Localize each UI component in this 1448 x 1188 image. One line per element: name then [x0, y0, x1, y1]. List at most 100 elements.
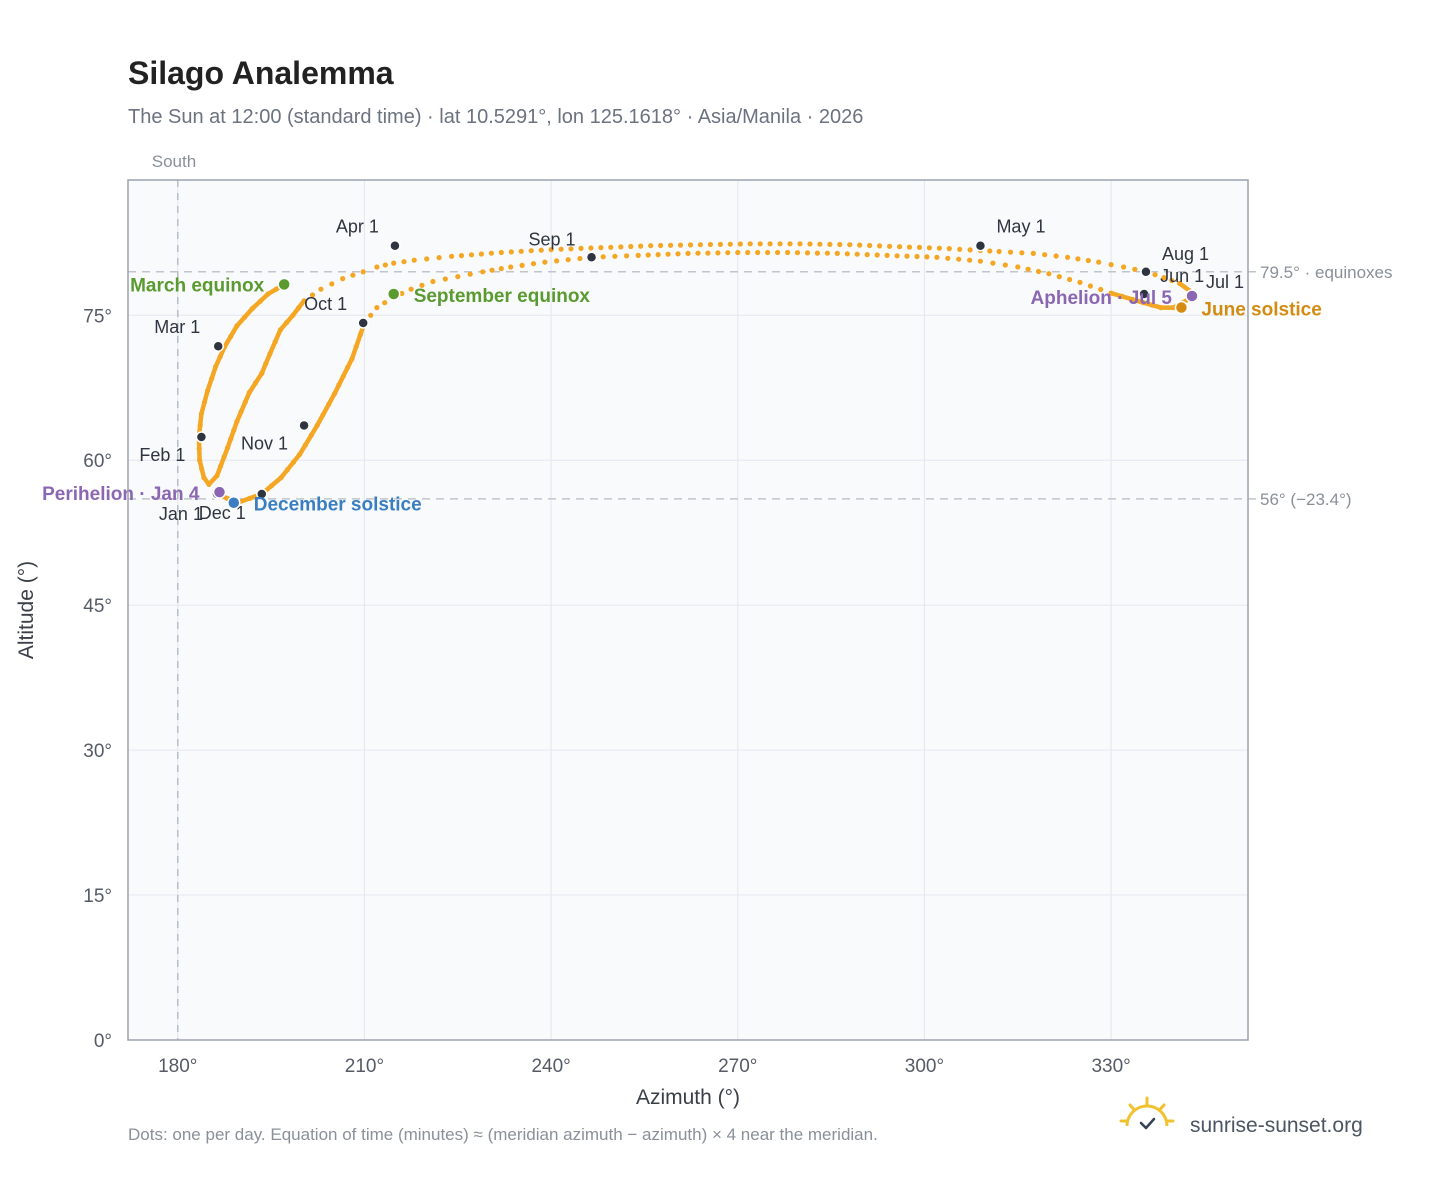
daily-dot: [1042, 252, 1048, 258]
daily-dot: [411, 257, 417, 263]
daily-dot: [197, 457, 203, 463]
daily-dot: [199, 466, 205, 472]
daily-dot: [977, 258, 984, 264]
daily-dot: [214, 473, 220, 479]
month-marker: [212, 340, 224, 352]
daily-dot: [990, 260, 996, 266]
daily-dot: [945, 255, 951, 261]
daily-dot: [498, 249, 504, 256]
y-tick-label: 75°: [83, 306, 112, 327]
daily-dot: [326, 401, 332, 407]
event-markers: March equinox September equinox June solst…: [42, 275, 1322, 515]
daily-dot: [1152, 272, 1158, 278]
daily-dot: [263, 361, 269, 367]
daily-dot: [301, 298, 307, 304]
daily-dot: [408, 286, 414, 292]
plot-background: [128, 180, 1248, 1040]
daily-dot: [489, 267, 495, 273]
daily-dot: [1161, 275, 1167, 281]
daily-dot: [391, 260, 397, 266]
daily-dot: [350, 272, 356, 278]
daily-dot: [648, 243, 654, 249]
daily-dot: [498, 266, 504, 272]
reference-lines: South 79.5° · equinoxes 56° (−23.4°): [128, 152, 1393, 1040]
daily-dot: [242, 399, 248, 405]
daily-dot: [308, 432, 314, 438]
daily-dot: [1085, 257, 1091, 264]
daily-dot: [249, 305, 255, 312]
daily-dots: [196, 241, 1195, 506]
daily-dot: [318, 286, 324, 292]
daily-dot: [419, 282, 425, 288]
daily-dot: [707, 241, 714, 248]
daily-dot: [234, 323, 240, 329]
daily-dot: [205, 388, 211, 394]
daily-dot: [206, 481, 212, 487]
month-label: Jun 1: [1160, 266, 1204, 286]
daily-dot: [518, 248, 524, 254]
daily-dot: [926, 245, 933, 251]
daily-dot: [817, 241, 823, 247]
daily-dot: [565, 257, 571, 263]
month-label: Jan 1: [159, 504, 203, 524]
daily-dot: [1075, 256, 1081, 262]
daily-dot: [538, 247, 544, 253]
daily-dot: [877, 243, 883, 249]
daily-dot: [767, 241, 773, 247]
event-label: Aphelion · Jul 5: [1031, 288, 1173, 309]
daily-dot: [638, 243, 644, 249]
daily-dot: [787, 241, 793, 247]
daily-dot: [382, 262, 388, 268]
daily-dot: [715, 250, 721, 256]
event-label: June solstice: [1201, 300, 1321, 321]
daily-dot: [936, 245, 943, 251]
daily-dot: [201, 475, 207, 481]
daily-dot: [508, 249, 514, 255]
month-label: Oct 1: [304, 294, 347, 314]
daily-dot: [612, 253, 618, 259]
daily-dot: [449, 253, 455, 259]
daily-dot: [1056, 274, 1062, 280]
daily-dot: [467, 271, 473, 277]
daily-dot: [302, 442, 309, 448]
daily-dot: [357, 332, 363, 338]
chart-title: Silago Analemma: [128, 55, 394, 91]
month-marker: [256, 488, 268, 500]
daily-dot: [675, 251, 681, 257]
daily-dot: [265, 291, 271, 297]
daily-dot: [628, 243, 634, 250]
month-label: Sep 1: [529, 229, 576, 249]
daily-dot: [987, 248, 993, 254]
event-label: December solstice: [254, 495, 422, 516]
x-tick-label: 240°: [531, 1056, 570, 1077]
daily-dot: [558, 246, 564, 252]
south-label: South: [152, 152, 196, 171]
daily-dot: [442, 276, 448, 282]
daily-dot: [234, 419, 240, 425]
event-marker: [227, 495, 241, 510]
y-tick-label: 30°: [83, 741, 112, 762]
daily-dot: [268, 483, 274, 489]
daily-dot: [542, 259, 548, 265]
daily-dot: [894, 253, 900, 259]
daily-dot: [677, 242, 684, 248]
daily-dot: [635, 252, 641, 258]
daily-dot: [246, 390, 252, 396]
month-marker: [1138, 288, 1150, 300]
daily-dot: [837, 241, 843, 248]
plot-frame: [127, 179, 1249, 1041]
daily-dot: [745, 249, 751, 256]
daily-dot: [1030, 250, 1036, 256]
month-label: Nov 1: [241, 433, 288, 453]
month-markers: Jan 1 Feb 1 Mar 1 Apr 1 May 1 Jun 1 Jul 1 Aug 1…: [139, 217, 1244, 524]
daily-dot: [1108, 290, 1114, 296]
daily-dot: [320, 412, 326, 418]
daily-dot: [658, 242, 664, 249]
reference-line-label: 56° (−23.4°): [1260, 490, 1352, 509]
daily-dot: [785, 249, 791, 256]
daily-dot: [906, 244, 913, 250]
daily-dot: [231, 427, 237, 433]
brand-name: sunrise-sunset.org: [1190, 1114, 1363, 1137]
daily-dot: [577, 255, 583, 262]
month-marker: [195, 431, 208, 443]
